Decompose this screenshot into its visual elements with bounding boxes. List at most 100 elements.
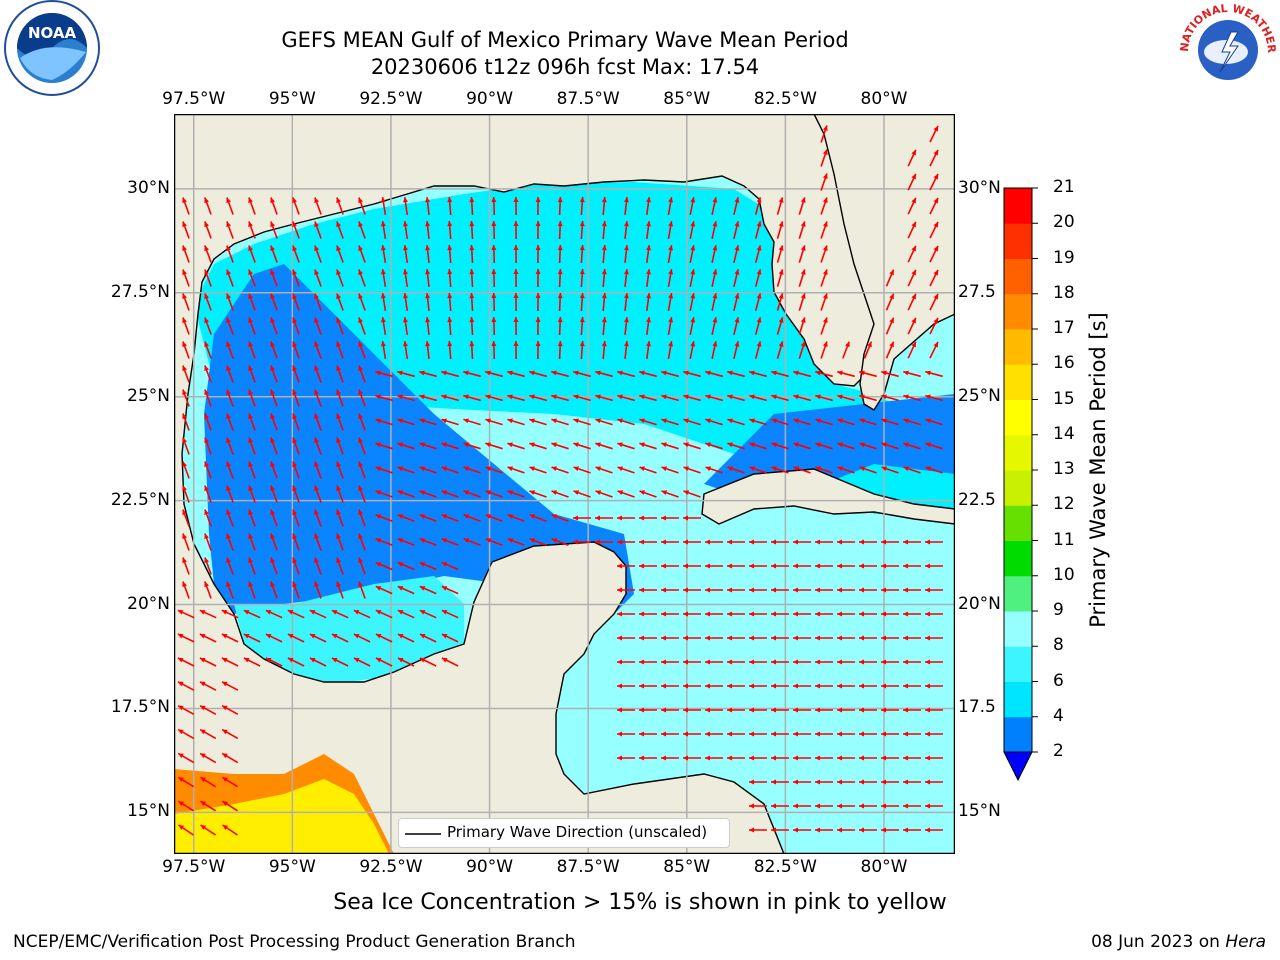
wave-arrow [248, 221, 256, 239]
wave-arrow [903, 563, 921, 569]
wave-arrow [491, 196, 497, 216]
wave-arrow [204, 509, 212, 527]
wave-arrow [617, 370, 635, 378]
wave-arrow [667, 340, 674, 360]
legend-line [405, 833, 441, 835]
wave-arrow [683, 587, 701, 593]
wave-arrow [903, 442, 921, 450]
wave-arrow [204, 437, 212, 455]
wave-arrow [837, 683, 855, 689]
wave-arrow [397, 490, 415, 498]
wave-arrow [646, 196, 651, 216]
wave-arrow [551, 490, 569, 498]
gridlines [174, 114, 955, 854]
wave-arrow [336, 461, 344, 479]
wave-arrow [226, 341, 234, 359]
wave-arrow [182, 293, 190, 311]
wave-arrow [491, 292, 497, 312]
wave-arrow [885, 293, 895, 311]
wave-arrow [749, 370, 767, 378]
wave-arrow [287, 633, 305, 643]
colorbar-segment [1004, 540, 1032, 577]
wave-arrow [270, 293, 278, 311]
wave-arrow [601, 340, 607, 360]
lon-label-bottom: 87.5°W [556, 857, 620, 877]
lat-label-left: 27.5°N [110, 281, 170, 302]
wave-arrow [705, 418, 723, 426]
wave-arrow [529, 490, 547, 498]
wave-arrow [397, 609, 415, 619]
wave-arrow [248, 509, 256, 527]
wave-arrow [793, 370, 811, 378]
wave-arrow [771, 539, 789, 545]
colorbar-tick-label: 20 [1053, 212, 1075, 233]
wave-arrow [557, 196, 563, 216]
wave-arrow [601, 244, 607, 264]
wave-arrow [425, 245, 431, 263]
wave-arrow [199, 776, 217, 788]
wave-arrow [771, 442, 789, 450]
wave-arrow [624, 317, 629, 335]
wave-arrow [925, 803, 943, 809]
wave-arrow [793, 707, 811, 713]
wave-arrow [749, 418, 767, 426]
wave-arrow [859, 370, 877, 378]
wave-arrow [336, 509, 344, 527]
wave-arrow [447, 340, 453, 360]
wave-arrow [353, 609, 371, 619]
wave-arrow [793, 827, 811, 833]
wave-arrow [397, 657, 415, 667]
wave-arrow [513, 340, 519, 360]
wave-arrow [491, 340, 497, 360]
wave-arrow [199, 657, 217, 667]
wave-arrow [380, 292, 387, 312]
wave-arrow [601, 316, 607, 336]
wave-arrow [798, 221, 806, 239]
wave-arrow [248, 341, 256, 359]
wave-arrow [903, 779, 921, 785]
wave-arrow [661, 659, 679, 665]
wave-arrow [551, 442, 569, 450]
wave-arrow [270, 581, 278, 599]
wave-arrow [204, 485, 212, 503]
wave-arrow [375, 537, 393, 547]
wave-arrow [907, 149, 917, 167]
wave-arrow [226, 557, 234, 575]
wave-arrow [397, 466, 415, 474]
wave-arrow [661, 515, 679, 521]
wave-arrow [551, 394, 569, 402]
wave-arrow [579, 196, 585, 216]
wave-arrow [595, 515, 613, 521]
wave-arrow [507, 442, 525, 450]
wave-arrow [749, 466, 767, 474]
wave-arrow [204, 533, 212, 551]
wave-arrow [820, 125, 828, 143]
wave-arrow [573, 515, 591, 521]
wave-arrow [820, 341, 828, 359]
wave-arrow [182, 413, 190, 431]
wave-arrow [798, 197, 806, 215]
wave-arrow [270, 245, 278, 263]
colorbar-tick-label: 9 [1053, 600, 1064, 620]
wave-arrow [771, 731, 789, 737]
wave-arrow [248, 413, 256, 431]
wave-arrow [881, 611, 899, 617]
wave-arrow [469, 292, 475, 312]
wave-arrow [859, 418, 877, 426]
wave-arrow [507, 490, 525, 498]
wave-arrow [749, 563, 767, 569]
colorbar-tick-label: 15 [1053, 388, 1075, 409]
wave-arrow [270, 509, 278, 527]
colorbar-tick-label: 19 [1053, 247, 1075, 268]
wave-arrow [419, 561, 437, 571]
wave-arrow [929, 317, 939, 335]
wave-arrow [204, 365, 212, 383]
wave-arrow [469, 340, 475, 360]
wave-arrow [639, 611, 657, 617]
wave-arrow [177, 633, 195, 643]
wave-arrow [793, 442, 811, 450]
wave-arrow [441, 490, 459, 498]
wave-arrow [925, 827, 943, 833]
wave-arrow [727, 563, 745, 569]
wave-arrow [380, 244, 387, 264]
